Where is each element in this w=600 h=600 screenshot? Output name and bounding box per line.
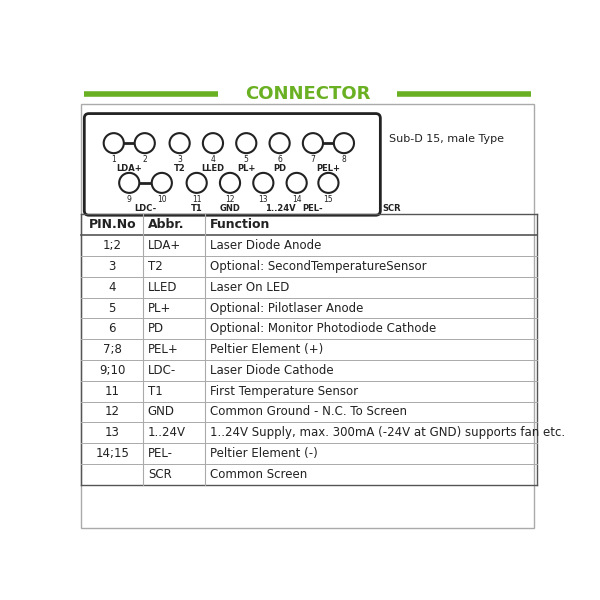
Text: PD: PD (273, 164, 286, 173)
Circle shape (220, 173, 240, 193)
Text: 9: 9 (127, 195, 131, 204)
Text: 14;15: 14;15 (95, 447, 129, 460)
Text: 6: 6 (109, 322, 116, 335)
Text: T1: T1 (191, 203, 203, 212)
Text: Function: Function (210, 218, 270, 231)
Text: 12: 12 (105, 406, 120, 418)
Text: 13: 13 (259, 195, 268, 204)
Text: Optional: SecondTemperatureSensor: Optional: SecondTemperatureSensor (210, 260, 427, 273)
Text: Laser Diode Cathode: Laser Diode Cathode (210, 364, 334, 377)
Text: SCR: SCR (148, 468, 172, 481)
Text: Peltier Element (-): Peltier Element (-) (210, 447, 317, 460)
Circle shape (236, 133, 256, 153)
Text: 6: 6 (277, 155, 282, 164)
Text: 11: 11 (192, 195, 202, 204)
Text: Common Ground - N.C. To Screen: Common Ground - N.C. To Screen (210, 406, 407, 418)
Text: Peltier Element (+): Peltier Element (+) (210, 343, 323, 356)
Circle shape (319, 173, 338, 193)
Text: PD: PD (148, 322, 164, 335)
Text: 1: 1 (112, 155, 116, 164)
Text: T1: T1 (148, 385, 163, 398)
Text: 5: 5 (109, 302, 116, 314)
Text: LLED: LLED (202, 164, 224, 173)
Text: 14: 14 (292, 195, 301, 204)
Text: 1..24V Supply, max. 300mA (-24V at GND) supports fan etc.: 1..24V Supply, max. 300mA (-24V at GND) … (210, 426, 565, 439)
Circle shape (203, 133, 223, 153)
Text: 3: 3 (177, 155, 182, 164)
Text: SCR: SCR (382, 203, 401, 212)
Circle shape (253, 173, 274, 193)
Text: 5: 5 (244, 155, 249, 164)
Text: Sub-D 15, male Type: Sub-D 15, male Type (389, 134, 504, 143)
Text: Laser Diode Anode: Laser Diode Anode (210, 239, 321, 252)
Text: 8: 8 (341, 155, 346, 164)
FancyBboxPatch shape (81, 104, 534, 528)
Text: 12: 12 (225, 195, 235, 204)
Text: PL+: PL+ (237, 164, 256, 173)
Text: 1;2: 1;2 (103, 239, 122, 252)
Text: 7: 7 (310, 155, 316, 164)
Text: PEL+: PEL+ (316, 164, 340, 173)
Text: GND: GND (220, 203, 241, 212)
Text: 10: 10 (157, 195, 167, 204)
Text: 4: 4 (109, 281, 116, 294)
FancyBboxPatch shape (84, 113, 380, 215)
Text: Common Screen: Common Screen (210, 468, 307, 481)
Text: PEL-: PEL- (148, 447, 173, 460)
Circle shape (303, 133, 323, 153)
Circle shape (269, 133, 290, 153)
Text: Laser On LED: Laser On LED (210, 281, 289, 294)
Text: First Temperature Sensor: First Temperature Sensor (210, 385, 358, 398)
Text: T2: T2 (174, 164, 185, 173)
Text: Abbr.: Abbr. (148, 218, 184, 231)
Text: 4: 4 (211, 155, 215, 164)
Text: PL+: PL+ (148, 302, 171, 314)
Circle shape (187, 173, 207, 193)
Text: PEL-: PEL- (302, 203, 323, 212)
Text: PIN.No: PIN.No (88, 218, 136, 231)
Text: LDC-: LDC- (148, 364, 176, 377)
Text: 11: 11 (105, 385, 120, 398)
Circle shape (334, 133, 354, 153)
Text: PEL+: PEL+ (148, 343, 179, 356)
Text: 7;8: 7;8 (103, 343, 122, 356)
Text: 15: 15 (323, 195, 333, 204)
Text: LDA+: LDA+ (116, 164, 142, 173)
Text: 2: 2 (142, 155, 147, 164)
Text: LDC-: LDC- (134, 203, 157, 212)
Text: Optional: Monitor Photodiode Cathode: Optional: Monitor Photodiode Cathode (210, 322, 436, 335)
Text: 9;10: 9;10 (99, 364, 125, 377)
Text: CONNECTOR: CONNECTOR (245, 85, 370, 103)
Circle shape (287, 173, 307, 193)
Circle shape (104, 133, 124, 153)
Text: LLED: LLED (148, 281, 178, 294)
Circle shape (134, 133, 155, 153)
Text: 1..24V: 1..24V (148, 426, 186, 439)
Text: Optional: Pilotlaser Anode: Optional: Pilotlaser Anode (210, 302, 363, 314)
Text: T2: T2 (148, 260, 163, 273)
Text: 1..24V: 1..24V (265, 203, 295, 212)
Circle shape (170, 133, 190, 153)
Circle shape (119, 173, 139, 193)
Text: 3: 3 (109, 260, 116, 273)
Circle shape (152, 173, 172, 193)
Text: 13: 13 (105, 426, 119, 439)
Text: GND: GND (148, 406, 175, 418)
Text: LDA+: LDA+ (148, 239, 181, 252)
